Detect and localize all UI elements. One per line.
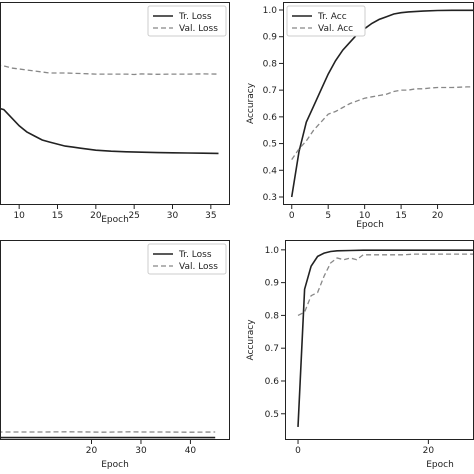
x-tick-label: 35 (205, 211, 216, 221)
y-tick-label: 0.8 (265, 311, 280, 321)
x-axis-label: Epoch (356, 220, 384, 230)
x-tick-label: 15 (52, 211, 63, 221)
x-axis-label: Epoch (426, 460, 454, 470)
legend-label: Tr. Acc (317, 12, 347, 22)
panel-bottom-right: 0 20 0.5 0.6 0.7 0.8 0.9 1.0 Epoch Accuracy (246, 240, 474, 470)
plot-frame (0, 240, 230, 440)
x-tick-label: 40 (185, 446, 197, 456)
x-tick-label: 0 (295, 446, 301, 456)
series-line-tr-acc (290, 9, 474, 198)
series-line-val-loss (0, 64, 219, 76)
x-tick-label: 5 (325, 211, 331, 221)
series-line-val-acc (291, 86, 474, 160)
x-tick-label: 25 (128, 211, 139, 221)
y-tick-label: 1.0 (265, 246, 280, 256)
legend-box (286, 5, 366, 37)
x-tick-label: 30 (167, 211, 179, 221)
y-tick-label: 1.0 (263, 6, 278, 16)
legend-box (147, 5, 227, 37)
x-axis-label: Epoch (101, 460, 129, 470)
x-tick-label: 10 (359, 211, 371, 221)
legend-label: Val. Acc (318, 24, 353, 34)
legend-label: Val. Loss (179, 24, 218, 34)
y-tick-label: 0.4 (263, 166, 278, 176)
x-tick-label: 15 (395, 211, 406, 221)
x-axis-label: Epoch (101, 215, 129, 225)
panel-bottom-left: 20 30 40 Epoch Tr. Loss Val. Loss (0, 240, 230, 470)
panel-top-right: 0 5 10 15 20 0.3 0.4 0.5 0.6 0.7 0.8 0.9 1.0 Epoch Acc… (246, 2, 474, 230)
x-tick-label: 0 (289, 211, 295, 221)
series-line-validation (297, 253, 474, 316)
y-tick-label: 0.3 (263, 193, 277, 203)
y-tick-label: 0.7 (265, 344, 279, 354)
legend: Tr. Loss Val. Loss (147, 5, 227, 37)
y-tick-label: 0.5 (263, 140, 277, 150)
x-tick-label: 20 (432, 211, 444, 221)
series-line-training (297, 249, 474, 427)
y-tick-label: 0.5 (265, 410, 279, 420)
plot-frame (0, 2, 230, 205)
y-axis-label: Accuracy (246, 319, 256, 361)
x-tick-label: 30 (135, 446, 147, 456)
y-tick-label: 0.7 (263, 86, 277, 96)
y-tick-label: 0.9 (263, 33, 278, 43)
legend-label: Val. Loss (179, 262, 218, 272)
y-axis-label: Accuracy (246, 82, 256, 124)
y-tick-label: 0.6 (265, 377, 280, 387)
legend-label: Tr. Loss (178, 12, 212, 22)
legend: Tr. Acc Val. Acc (286, 5, 366, 37)
x-tick-label: 10 (13, 211, 25, 221)
panel-top-left: 10 15 20 25 30 35 Epoch Tr. Loss Val. Loss (0, 2, 230, 225)
plot-frame (285, 240, 474, 440)
x-tick-label: 20 (86, 446, 98, 456)
x-tick-label: 20 (90, 211, 102, 221)
y-tick-label: 0.8 (263, 59, 278, 69)
series-line-tr-loss (0, 107, 219, 155)
x-tick-label: 20 (423, 446, 435, 456)
legend: Tr. Loss Val. Loss (147, 243, 227, 275)
y-tick-label: 0.9 (265, 279, 280, 289)
legend-label: Tr. Loss (178, 250, 212, 260)
y-tick-label: 0.6 (263, 113, 278, 123)
legend-box (147, 243, 227, 275)
